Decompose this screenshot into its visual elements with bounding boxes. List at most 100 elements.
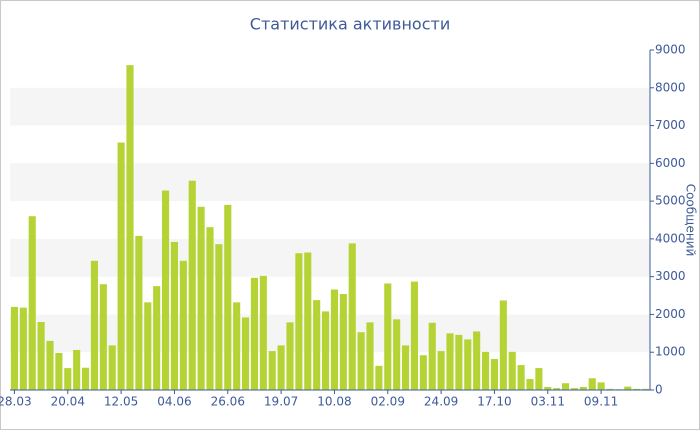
- bar: [55, 352, 63, 390]
- bar: [473, 331, 481, 390]
- bar: [508, 351, 516, 390]
- bar: [90, 260, 98, 390]
- y-axis-label: Сообщений: [684, 184, 698, 257]
- bar: [250, 277, 258, 390]
- x-tick-label: 24.09: [424, 395, 458, 409]
- bar: [464, 339, 472, 390]
- bar: [455, 334, 463, 390]
- bar: [322, 311, 330, 390]
- bar: [553, 388, 561, 390]
- bar: [339, 294, 347, 390]
- bar: [28, 216, 36, 390]
- bar: [446, 333, 454, 390]
- bar: [259, 275, 267, 390]
- x-tick-label: 04.06: [157, 395, 191, 409]
- grid-band: [10, 238, 650, 277]
- bar: [215, 244, 223, 390]
- bar: [233, 302, 241, 390]
- bar: [179, 260, 187, 390]
- bar: [597, 382, 605, 390]
- bar: [135, 235, 143, 390]
- x-tick-label: 20.04: [51, 395, 85, 409]
- bar: [384, 283, 392, 390]
- bar: [402, 345, 410, 390]
- bar: [357, 332, 365, 390]
- y-tick-label: 7000: [655, 118, 686, 132]
- bar: [162, 190, 170, 390]
- bar: [437, 351, 445, 390]
- bar: [410, 281, 418, 390]
- bar: [375, 365, 383, 390]
- bar: [348, 243, 356, 390]
- bar: [526, 379, 534, 390]
- bar: [588, 378, 596, 390]
- x-tick-label: 10.08: [317, 395, 351, 409]
- bar: [82, 367, 90, 390]
- x-tick-label: 28.03: [0, 395, 32, 409]
- y-tick-label: 6000: [655, 156, 686, 170]
- bar: [188, 180, 196, 390]
- bar: [224, 204, 232, 390]
- y-tick-label: 2000: [655, 307, 686, 321]
- bar: [490, 359, 498, 390]
- x-tick-label: 03.11: [531, 395, 565, 409]
- y-tick-label: 3000: [655, 269, 686, 283]
- bar: [126, 65, 134, 390]
- bar: [419, 355, 427, 390]
- bar: [544, 386, 552, 390]
- bar: [482, 351, 490, 390]
- y-tick-label: 5000: [655, 194, 686, 208]
- y-tick-label: 0: [655, 383, 663, 397]
- bar: [570, 388, 578, 390]
- bar: [633, 388, 641, 390]
- bar: [366, 322, 374, 390]
- bar: [99, 284, 107, 390]
- bar: [153, 286, 161, 390]
- bar: [624, 386, 632, 390]
- bar: [286, 322, 294, 390]
- x-tick-label: 09.11: [584, 395, 618, 409]
- y-tick-label: 8000: [655, 80, 686, 94]
- bar: [197, 206, 205, 390]
- bar: [268, 351, 276, 390]
- bar: [313, 300, 321, 390]
- grid-band: [10, 163, 650, 202]
- bar: [277, 345, 285, 390]
- bar: [295, 253, 303, 390]
- bar: [642, 388, 650, 390]
- bar: [46, 340, 54, 390]
- x-tick-label: 02.09: [371, 395, 405, 409]
- chart-title: Статистика активности: [250, 15, 450, 34]
- bar: [304, 252, 312, 390]
- bar: [517, 365, 525, 390]
- bar: [579, 386, 587, 390]
- bar: [108, 345, 116, 390]
- bar: [170, 241, 178, 390]
- x-tick-label: 17.10: [477, 395, 511, 409]
- bar: [206, 227, 214, 390]
- bar: [117, 142, 125, 390]
- bar: [19, 307, 27, 390]
- grid-band: [10, 87, 650, 126]
- y-tick-label: 9000: [655, 43, 686, 57]
- x-tick-label: 26.06: [211, 395, 245, 409]
- bar: [144, 302, 152, 390]
- bar: [64, 368, 72, 390]
- bar: [535, 368, 543, 390]
- grid-band: [10, 314, 650, 353]
- bar: [242, 317, 250, 390]
- bar: [330, 289, 338, 390]
- y-tick-label: 1000: [655, 345, 686, 359]
- x-tick-label: 12.05: [104, 395, 138, 409]
- bar: [428, 322, 436, 390]
- bar: [562, 383, 570, 390]
- bar: [393, 319, 401, 390]
- y-tick-label: 4000: [655, 231, 686, 245]
- bar: [10, 306, 18, 390]
- bar: [37, 322, 45, 390]
- x-tick-label: 19.07: [264, 395, 298, 409]
- bar: [73, 349, 81, 390]
- bar: [606, 388, 614, 390]
- bar: [499, 300, 507, 390]
